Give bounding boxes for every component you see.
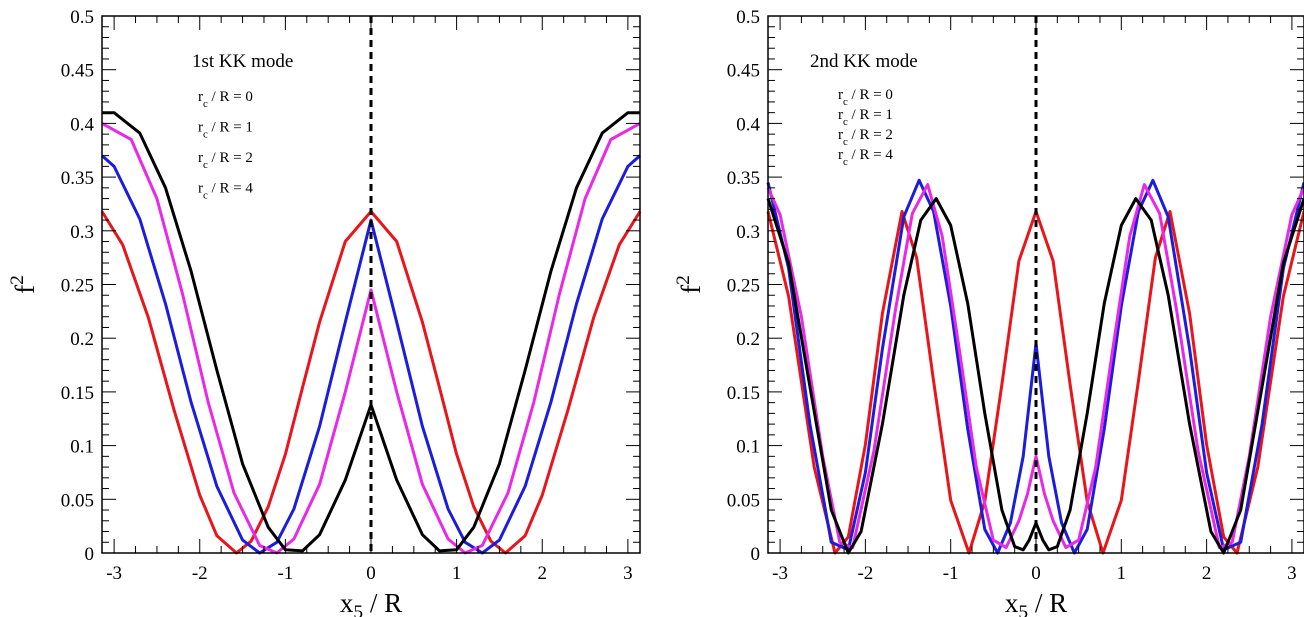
panel-title: 2nd KK mode — [810, 51, 918, 72]
x-tick-label: 2 — [1202, 563, 1212, 584]
y-tick-label: 0 — [751, 544, 761, 565]
x-tick-label: -2 — [192, 563, 208, 584]
legend-item-3: rc / R = 2 — [198, 150, 253, 171]
series-line-3 — [101, 122, 641, 555]
x-tick-label: 0 — [366, 563, 376, 584]
y-tick-label: 0.4 — [70, 114, 94, 135]
x-tick-label: 3 — [623, 563, 633, 584]
y-tick-label: 0.15 — [727, 383, 760, 404]
x-tick-label: -3 — [772, 563, 788, 584]
x-axis-title: x5 / R — [1005, 588, 1067, 617]
y-tick-label: 0.45 — [61, 61, 94, 82]
y-axis-title: f2 — [673, 275, 706, 294]
legend-item-1: rc / R = 0 — [198, 89, 253, 110]
panel-title: 1st KK mode — [192, 51, 293, 72]
legend-item-2: rc / R = 1 — [838, 107, 893, 128]
series-line-3 — [766, 183, 1304, 550]
y-tick-label: 0.4 — [736, 114, 760, 135]
y-tick-label: 0.1 — [70, 437, 94, 458]
y-tick-label: 0.3 — [70, 222, 94, 243]
y-tick-label: 0.05 — [727, 490, 760, 511]
chart-panel-2: -3 -2 -1 0 1 2 3 0 0.05 0.1 0.15 0.2 0.25 0.3 0.35 0.4 0… — [673, 7, 1304, 617]
y-tick-label: 0.1 — [736, 437, 760, 458]
x-tick-label: 0 — [1031, 563, 1041, 584]
x-tick-label: -2 — [857, 563, 873, 584]
legend-item-1: rc / R = 0 — [838, 87, 893, 108]
y-tick-label: 0.2 — [736, 329, 760, 350]
x-tick-label: -1 — [943, 563, 959, 584]
y-tick-label: 0.5 — [70, 7, 94, 28]
y-tick-label: 0.25 — [727, 276, 760, 297]
y-tick-label: 0.45 — [727, 61, 760, 82]
y-tick-label: 0.05 — [61, 490, 94, 511]
x-tick-label: 1 — [1117, 563, 1127, 584]
y-tick-label: 0.5 — [736, 7, 760, 28]
legend-item-2: rc / R = 1 — [198, 120, 253, 141]
x-tick-label: 2 — [538, 563, 548, 584]
y-tick-label: 0.35 — [61, 168, 94, 189]
y-axis-title: f2 — [7, 275, 40, 294]
x-tick-label: -1 — [277, 563, 293, 584]
y-tick-label: 0.15 — [61, 383, 94, 404]
chart-panel-1: -3 -2 -1 0 1 2 3 0 0.05 0.1 0.15 0.2 0.25 0.3 0.35 0.4 0… — [7, 7, 642, 617]
legend-item-4: rc / R = 4 — [198, 181, 253, 202]
y-tick-label: 0.25 — [61, 276, 94, 297]
y-tick-label: 0.35 — [727, 168, 760, 189]
y-tick-label: 0.3 — [736, 222, 760, 243]
x-tick-label: -3 — [106, 563, 122, 584]
y-tick-label: 0.2 — [70, 329, 94, 350]
x-axis-title: x5 / R — [340, 588, 402, 617]
legend-item-4: rc / R = 4 — [838, 147, 893, 168]
x-tick-label: 3 — [1287, 563, 1297, 584]
legend-item-3: rc / R = 2 — [838, 127, 893, 148]
x-tick-label: 1 — [452, 563, 462, 584]
y-tick-label: 0 — [85, 544, 95, 565]
